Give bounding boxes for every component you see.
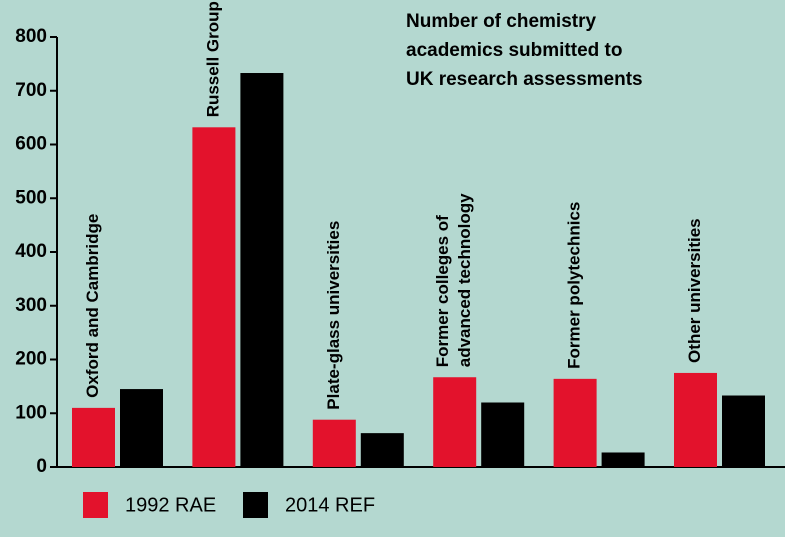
y-tick-label: 300 <box>15 295 47 316</box>
legend-label: 1992 RAE <box>125 494 216 516</box>
legend-swatch <box>83 492 108 518</box>
chart-title: academics submitted to <box>406 40 622 61</box>
y-tick-label: 600 <box>15 134 47 155</box>
bar <box>72 407 115 467</box>
bar <box>192 127 236 468</box>
y-tick-label: 500 <box>15 187 47 208</box>
chart-title: Number of chemistry <box>406 11 596 32</box>
y-tick-label: 800 <box>15 26 47 47</box>
bar <box>240 73 284 467</box>
legend-label: 2014 REF <box>285 494 375 516</box>
bar <box>360 433 404 467</box>
category-label: Former polytechnics <box>565 202 584 369</box>
bar <box>674 372 717 467</box>
y-tick-label: 0 <box>36 456 47 477</box>
bar <box>722 395 765 467</box>
category-label: Former colleges of <box>433 215 452 367</box>
y-tick-label: 200 <box>15 349 47 370</box>
bar <box>312 419 356 467</box>
bar <box>120 389 163 467</box>
bar <box>553 378 597 467</box>
y-tick-label: 700 <box>15 80 47 101</box>
y-tick-label: 400 <box>15 241 47 262</box>
category-label: Plate-glass universities <box>324 221 343 410</box>
category-label: Other universities <box>685 218 704 363</box>
bar <box>433 377 477 467</box>
bar <box>481 402 525 467</box>
category-label: Oxford and Cambridge <box>83 214 102 398</box>
y-tick-label: 100 <box>15 402 47 423</box>
category-label: Russell Group excluding Oxbridge <box>203 0 222 117</box>
chart-title: UK research assessments <box>406 69 643 90</box>
category-label: advanced technology <box>455 193 474 367</box>
bar <box>601 452 645 467</box>
legend-swatch <box>243 492 268 518</box>
